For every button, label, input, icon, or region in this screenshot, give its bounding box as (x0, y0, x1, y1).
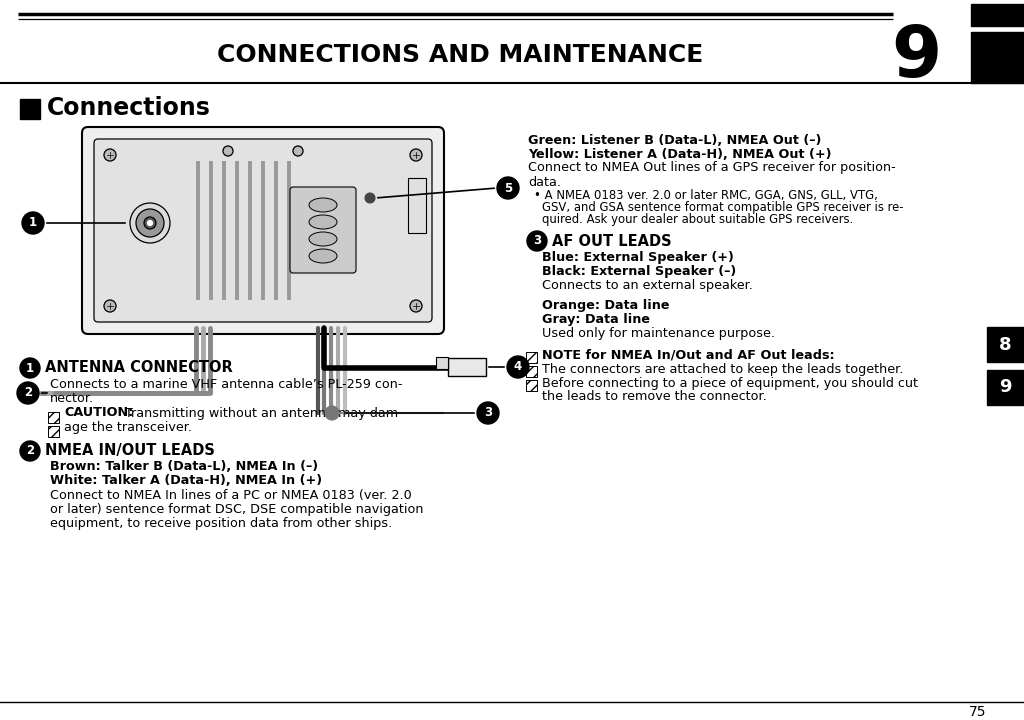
Text: Used only for maintenance purpose.: Used only for maintenance purpose. (542, 326, 775, 340)
Text: NOTE for NMEA In/Out and AF Out leads:: NOTE for NMEA In/Out and AF Out leads: (542, 348, 835, 361)
Circle shape (17, 382, 39, 404)
Circle shape (104, 149, 116, 161)
Circle shape (22, 212, 44, 234)
Circle shape (104, 300, 116, 312)
Text: 3: 3 (484, 407, 493, 420)
Text: data.: data. (528, 176, 561, 189)
Text: 1: 1 (29, 217, 37, 230)
Text: 2: 2 (26, 444, 34, 457)
Text: 4: 4 (514, 361, 522, 374)
Text: Before connecting to a piece of equipment, you should cut: Before connecting to a piece of equipmen… (542, 377, 918, 390)
Text: • A NMEA 0183 ver. 2.0 or later RMC, GGA, GNS, GLL, VTG,: • A NMEA 0183 ver. 2.0 or later RMC, GGA… (534, 189, 878, 202)
Text: nector.: nector. (50, 392, 94, 405)
Bar (971, 32, 1024, 83)
Circle shape (527, 231, 547, 251)
FancyBboxPatch shape (82, 127, 444, 334)
Text: Gray: Data line: Gray: Data line (542, 312, 650, 325)
Bar (987, 370, 1024, 405)
Text: 3: 3 (532, 235, 541, 248)
Circle shape (410, 149, 422, 161)
Ellipse shape (309, 232, 337, 246)
Text: CAUTION:: CAUTION: (63, 407, 133, 420)
Text: equipment, to receive position data from other ships.: equipment, to receive position data from… (50, 516, 392, 529)
Circle shape (507, 356, 529, 378)
Circle shape (130, 203, 170, 243)
Text: Black: External Speaker (–): Black: External Speaker (–) (542, 264, 736, 277)
Bar (408, 178, 426, 233)
Text: AF OUT LEADS: AF OUT LEADS (552, 233, 672, 248)
Text: Connections: Connections (47, 96, 211, 120)
Text: or later) sentence format DSC, DSE compatible navigation: or later) sentence format DSC, DSE compa… (50, 503, 424, 516)
Bar (971, 4, 1024, 26)
Circle shape (365, 193, 375, 203)
Circle shape (410, 300, 422, 312)
Text: Orange: Data line: Orange: Data line (542, 299, 670, 312)
Text: Connect to NMEA In lines of a PC or NMEA 0183 (ver. 2.0: Connect to NMEA In lines of a PC or NMEA… (50, 488, 412, 502)
Ellipse shape (309, 198, 337, 212)
Text: 2: 2 (24, 387, 32, 400)
Text: Blue: External Speaker (+): Blue: External Speaker (+) (542, 251, 734, 264)
Text: 1: 1 (26, 361, 34, 374)
Text: Brown: Talker B (Data-L), NMEA In (–): Brown: Talker B (Data-L), NMEA In (–) (50, 461, 318, 474)
Text: The connectors are attached to keep the leads together.: The connectors are attached to keep the … (542, 362, 903, 376)
Circle shape (147, 220, 153, 225)
Text: Connects to a marine VHF antenna cable’s PL-259 con-: Connects to a marine VHF antenna cable’s… (50, 379, 402, 392)
Text: 9: 9 (999, 379, 1012, 397)
Text: ANTENNA CONNECTOR: ANTENNA CONNECTOR (45, 361, 232, 376)
Text: CONNECTIONS AND MAINTENANCE: CONNECTIONS AND MAINTENANCE (217, 43, 703, 67)
Circle shape (497, 177, 519, 199)
Bar (48, 426, 59, 437)
Text: 9: 9 (891, 24, 941, 92)
Text: Transmitting without an antenna may dam-: Transmitting without an antenna may dam- (121, 407, 402, 420)
Ellipse shape (309, 215, 337, 229)
Bar (526, 380, 537, 391)
Circle shape (477, 402, 499, 424)
Bar (449, 358, 486, 376)
FancyBboxPatch shape (94, 139, 432, 322)
Text: quired. Ask your dealer about suitable GPS receivers.: quired. Ask your dealer about suitable G… (542, 212, 853, 225)
Text: 75: 75 (970, 705, 987, 719)
Circle shape (136, 209, 164, 237)
Bar (526, 352, 537, 363)
Text: Connect to NMEA Out lines of a GPS receiver for position-: Connect to NMEA Out lines of a GPS recei… (528, 161, 896, 174)
Bar (48, 412, 59, 423)
Circle shape (20, 441, 40, 461)
Text: Yellow: Listener A (Data-H), NMEA Out (+): Yellow: Listener A (Data-H), NMEA Out (+… (528, 148, 831, 161)
Ellipse shape (309, 249, 337, 263)
Circle shape (20, 358, 40, 378)
Text: GSV, and GSA sentence format compatible GPS receiver is re-: GSV, and GSA sentence format compatible … (542, 200, 903, 214)
Text: age the transceiver.: age the transceiver. (63, 420, 193, 433)
Bar (987, 327, 1024, 362)
Text: 5: 5 (504, 181, 512, 194)
Bar (20, 99, 40, 119)
Text: Connects to an external speaker.: Connects to an external speaker. (542, 279, 753, 292)
Text: the leads to remove the connector.: the leads to remove the connector. (542, 390, 767, 403)
Text: White: Talker A (Data-H), NMEA In (+): White: Talker A (Data-H), NMEA In (+) (50, 474, 323, 487)
Circle shape (223, 146, 233, 156)
Text: Green: Listener B (Data-L), NMEA Out (–): Green: Listener B (Data-L), NMEA Out (–) (528, 133, 821, 146)
FancyBboxPatch shape (290, 187, 356, 273)
Bar (526, 366, 537, 377)
Circle shape (293, 146, 303, 156)
Text: NMEA IN/OUT LEADS: NMEA IN/OUT LEADS (45, 444, 215, 459)
Text: 8: 8 (999, 336, 1012, 354)
Circle shape (325, 406, 339, 420)
Bar (436, 357, 449, 369)
Circle shape (144, 217, 156, 229)
